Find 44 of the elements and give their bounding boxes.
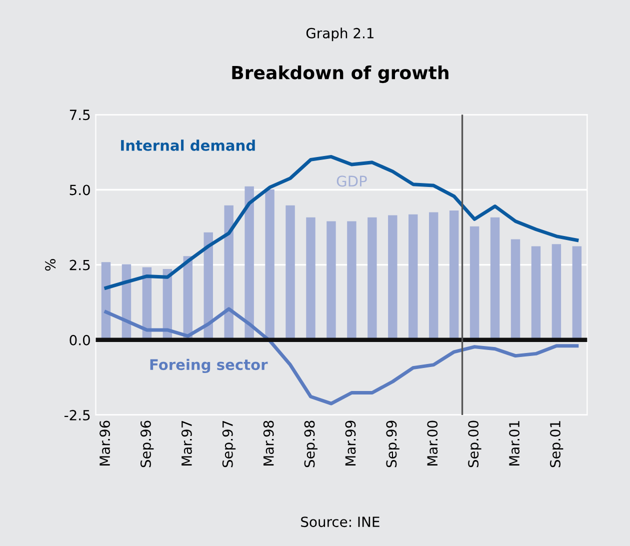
chart-title: Breakdown of growth xyxy=(232,65,448,84)
bar xyxy=(265,189,274,340)
x-tick-label: Sep.98 xyxy=(304,420,318,468)
bar xyxy=(244,186,254,340)
line-series xyxy=(104,154,579,290)
x-tick-label: Mar.98 xyxy=(263,420,274,466)
y-axis-title: % xyxy=(45,258,56,271)
x-tick-label: Mar.01 xyxy=(509,421,520,466)
bar xyxy=(572,246,582,340)
chart-subtitle: Graph 2.1 xyxy=(306,28,374,42)
bar xyxy=(531,246,541,340)
x-tick-label: Sep.00 xyxy=(468,420,482,468)
bar xyxy=(306,217,316,340)
x-tick-label: Sep.99 xyxy=(386,420,400,468)
bar xyxy=(490,217,500,340)
y-tick-label: 5.0 xyxy=(70,184,90,196)
x-tick-label: Sep.01 xyxy=(550,421,564,468)
bar xyxy=(470,226,480,340)
bar xyxy=(408,214,418,340)
line-series xyxy=(104,307,579,406)
x-tick-label: Mar.99 xyxy=(345,420,356,466)
bar xyxy=(326,221,336,340)
bar xyxy=(510,239,520,340)
series-label: Foreing sector xyxy=(150,358,268,374)
x-tick-label: Mar.96 xyxy=(100,420,110,466)
x-tick-label: Mar.00 xyxy=(427,420,438,466)
y-tick-label: 2.5 xyxy=(70,260,90,270)
bar xyxy=(449,210,459,340)
text: GDP xyxy=(336,176,367,187)
bar xyxy=(388,215,398,340)
bar xyxy=(552,244,562,340)
bar xyxy=(368,217,377,340)
bar xyxy=(428,212,438,340)
y-tick-label: 0.0 xyxy=(70,334,90,346)
y-tick-label: -2.5 xyxy=(64,410,90,420)
x-tick-label: Sep.96 xyxy=(140,420,154,468)
x-tick-label: Mar.97 xyxy=(181,421,192,466)
text: Internal demand xyxy=(121,140,255,151)
y-tick-label: 7.5 xyxy=(70,110,90,120)
source-note: Source: INE xyxy=(301,516,380,528)
bar xyxy=(224,205,234,340)
bar xyxy=(286,205,295,340)
bar xyxy=(347,221,356,340)
x-tick-label: Sep.97 xyxy=(222,421,236,468)
